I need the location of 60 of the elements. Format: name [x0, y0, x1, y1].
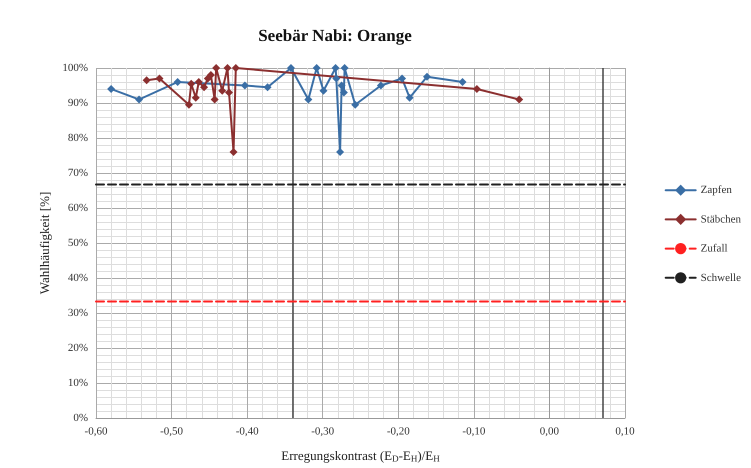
point [458, 78, 467, 86]
x-tick-label: 0,00 [540, 426, 560, 438]
y-tick-label: 30% [68, 307, 88, 319]
point [312, 64, 321, 72]
point [340, 64, 349, 72]
x-tick-label: -0,30 [311, 426, 335, 438]
point [332, 64, 340, 72]
point [398, 74, 406, 82]
point [406, 94, 414, 102]
x-tick-label: -0,60 [84, 426, 108, 438]
legend-label: Zapfen [700, 184, 732, 196]
point [200, 83, 208, 92]
point [194, 78, 203, 86]
y-tick-label: 70% [68, 167, 88, 179]
y-tick-label: 10% [68, 377, 88, 389]
point [206, 71, 215, 79]
point [240, 82, 249, 90]
point [135, 96, 144, 104]
point [210, 96, 219, 104]
point [174, 78, 182, 86]
point [515, 96, 524, 104]
y-tick-label: 40% [68, 272, 88, 284]
point [338, 82, 346, 90]
point [155, 74, 164, 82]
point [232, 64, 240, 72]
y-tick-label: 60% [68, 202, 88, 214]
chart-title: Seebär Nabi: Orange [258, 26, 412, 45]
point [340, 88, 348, 96]
point [107, 85, 116, 93]
y-tick-label: 0% [73, 412, 88, 424]
point [304, 96, 312, 104]
point [472, 85, 481, 93]
point [286, 64, 295, 72]
legend-label: Zufall [700, 242, 728, 255]
x-tick-label: -0,40 [236, 426, 260, 438]
point [230, 148, 238, 156]
point [264, 83, 272, 92]
x-tick-label: -0,20 [386, 426, 410, 438]
legend-label: Schwelle [700, 272, 742, 284]
point [351, 100, 360, 109]
y-axis-title: Wahlhäufigkeit [%] [37, 192, 52, 294]
point [332, 74, 340, 82]
y-tick-label: 100% [62, 62, 88, 74]
point [423, 72, 432, 81]
x-tick-label: -0,10 [462, 426, 486, 438]
point [212, 64, 220, 72]
point [336, 148, 344, 156]
point [184, 100, 193, 109]
point [223, 64, 232, 72]
legend-label: Stäbchen [700, 213, 742, 226]
x-tick-label: 0,10 [615, 426, 636, 438]
point [142, 76, 151, 84]
y-tick-label: 90% [68, 97, 88, 109]
y-tick-label: 80% [68, 132, 88, 144]
x-tick-label: -0,50 [160, 426, 184, 438]
y-tick-label: 50% [68, 237, 88, 249]
point [319, 86, 328, 95]
point [376, 82, 385, 90]
point [225, 88, 234, 96]
y-tick-label: 20% [68, 342, 88, 354]
